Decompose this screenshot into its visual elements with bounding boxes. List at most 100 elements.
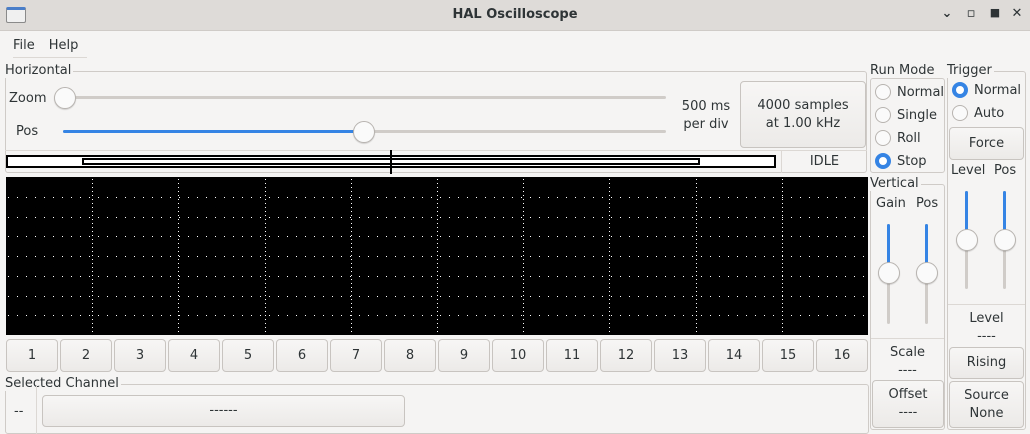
grid-dot [476, 315, 477, 316]
channel-button-11[interactable]: 11 [546, 339, 598, 372]
radio-icon[interactable] [875, 84, 891, 100]
trigger-level-slider-handle[interactable] [956, 229, 978, 251]
grid-dot [386, 276, 387, 277]
trigger-mode-normal[interactable]: Normal [952, 82, 1021, 98]
channel-select-button[interactable]: ------ [42, 395, 405, 427]
run-mode-group [870, 78, 945, 173]
scope-display[interactable] [6, 177, 868, 335]
grid-dot [116, 236, 117, 237]
grid-dot [665, 276, 666, 277]
source-button[interactable]: Source None [949, 381, 1024, 428]
grid-dot [557, 236, 558, 237]
grid-dot [17, 315, 18, 316]
force-button[interactable]: Force [949, 127, 1024, 160]
pos-slider-handle[interactable] [353, 121, 375, 143]
grid-dot [287, 197, 288, 198]
samples-button[interactable]: 4000 samples at 1.00 kHz [740, 81, 866, 148]
run-mode-label: Normal [897, 84, 945, 100]
zoom-slider[interactable] [64, 96, 666, 99]
grid-dot [494, 217, 495, 218]
channel-button-8[interactable]: 8 [384, 339, 436, 372]
grid-dot [265, 299, 266, 300]
grid-dot [341, 217, 342, 218]
grid-dot [521, 197, 522, 198]
channel-button-16[interactable]: 16 [816, 339, 868, 372]
grid-dot [836, 236, 837, 237]
channel-button-6[interactable]: 6 [276, 339, 328, 372]
grid-dot [269, 315, 270, 316]
grid-dot [440, 217, 441, 218]
channel-button-15[interactable]: 15 [762, 339, 814, 372]
grid-dot [296, 236, 297, 237]
grid-dot [609, 223, 610, 224]
grid-dot [35, 197, 36, 198]
radio-icon[interactable] [875, 153, 891, 169]
channel-button-4[interactable]: 4 [168, 339, 220, 372]
radio-icon[interactable] [875, 107, 891, 123]
minimize-icon[interactable]: ⌄ [941, 6, 953, 21]
radio-icon[interactable] [875, 130, 891, 146]
grid-dot [539, 315, 540, 316]
grid-dot [278, 197, 279, 198]
grid-dot [265, 319, 266, 320]
grid-dot [437, 315, 438, 316]
grid-dot [467, 197, 468, 198]
maximize-icon[interactable]: ▫ [966, 6, 976, 21]
trigger-mode-auto[interactable]: Auto [952, 105, 1004, 121]
vertical-pos-slider-handle[interactable] [916, 262, 938, 284]
grid-dot [647, 276, 648, 277]
grid-dot [782, 267, 783, 268]
grid-dot [332, 197, 333, 198]
menu-file[interactable]: File [13, 38, 35, 53]
channel-button-9[interactable]: 9 [438, 339, 490, 372]
offset-button[interactable]: Offset ---- [872, 380, 944, 428]
channel-button-3[interactable]: 3 [114, 339, 166, 372]
zoom-slider-handle[interactable] [54, 87, 76, 109]
trigger-pos-slider-handle[interactable] [994, 229, 1016, 251]
grid-dot [98, 236, 99, 237]
restore-icon[interactable]: ■ [989, 6, 1001, 19]
grid-dot [437, 239, 438, 240]
grid-dot [701, 315, 702, 316]
grid-dot [737, 315, 738, 316]
edge-button[interactable]: Rising [949, 347, 1024, 379]
channel-button-5[interactable]: 5 [222, 339, 274, 372]
grid-dot [351, 331, 352, 332]
channel-button-7[interactable]: 7 [330, 339, 382, 372]
grid-dot [602, 276, 603, 277]
run-mode-single[interactable]: Single [875, 107, 937, 123]
grid-dot [629, 217, 630, 218]
grid-dot [609, 239, 610, 240]
vertical-pos-label: Pos [916, 196, 939, 211]
grid-dot [782, 247, 783, 248]
grid-dot [557, 256, 558, 257]
channel-button-13[interactable]: 13 [654, 339, 706, 372]
menu-help[interactable]: Help [48, 38, 79, 53]
channel-button-2[interactable]: 2 [60, 339, 112, 372]
grid-dot [143, 296, 144, 297]
close-icon[interactable]: ✕ [1011, 6, 1023, 21]
grid-dot [351, 223, 352, 224]
grid-dot [449, 296, 450, 297]
gain-slider-handle[interactable] [878, 262, 900, 284]
grid-dot [656, 256, 657, 257]
grid-dot [530, 276, 531, 277]
grid-dot [512, 276, 513, 277]
channel-button-10[interactable]: 10 [492, 339, 544, 372]
channel-button-12[interactable]: 12 [600, 339, 652, 372]
grid-dot [323, 197, 324, 198]
channel-button-14[interactable]: 14 [708, 339, 760, 372]
grid-dot [224, 276, 225, 277]
radio-icon[interactable] [952, 105, 968, 121]
channel-button-1[interactable]: 1 [6, 339, 58, 372]
grid-dot [98, 296, 99, 297]
grid-dot [566, 236, 567, 237]
run-mode-roll[interactable]: Roll [875, 130, 921, 146]
run-mode-normal[interactable]: Normal [875, 84, 944, 100]
grid-dot [35, 256, 36, 257]
radio-icon[interactable] [952, 82, 968, 98]
grid-dot [233, 296, 234, 297]
grid-dot [523, 295, 524, 296]
grid-dot [523, 251, 524, 252]
run-mode-stop[interactable]: Stop [875, 153, 927, 169]
